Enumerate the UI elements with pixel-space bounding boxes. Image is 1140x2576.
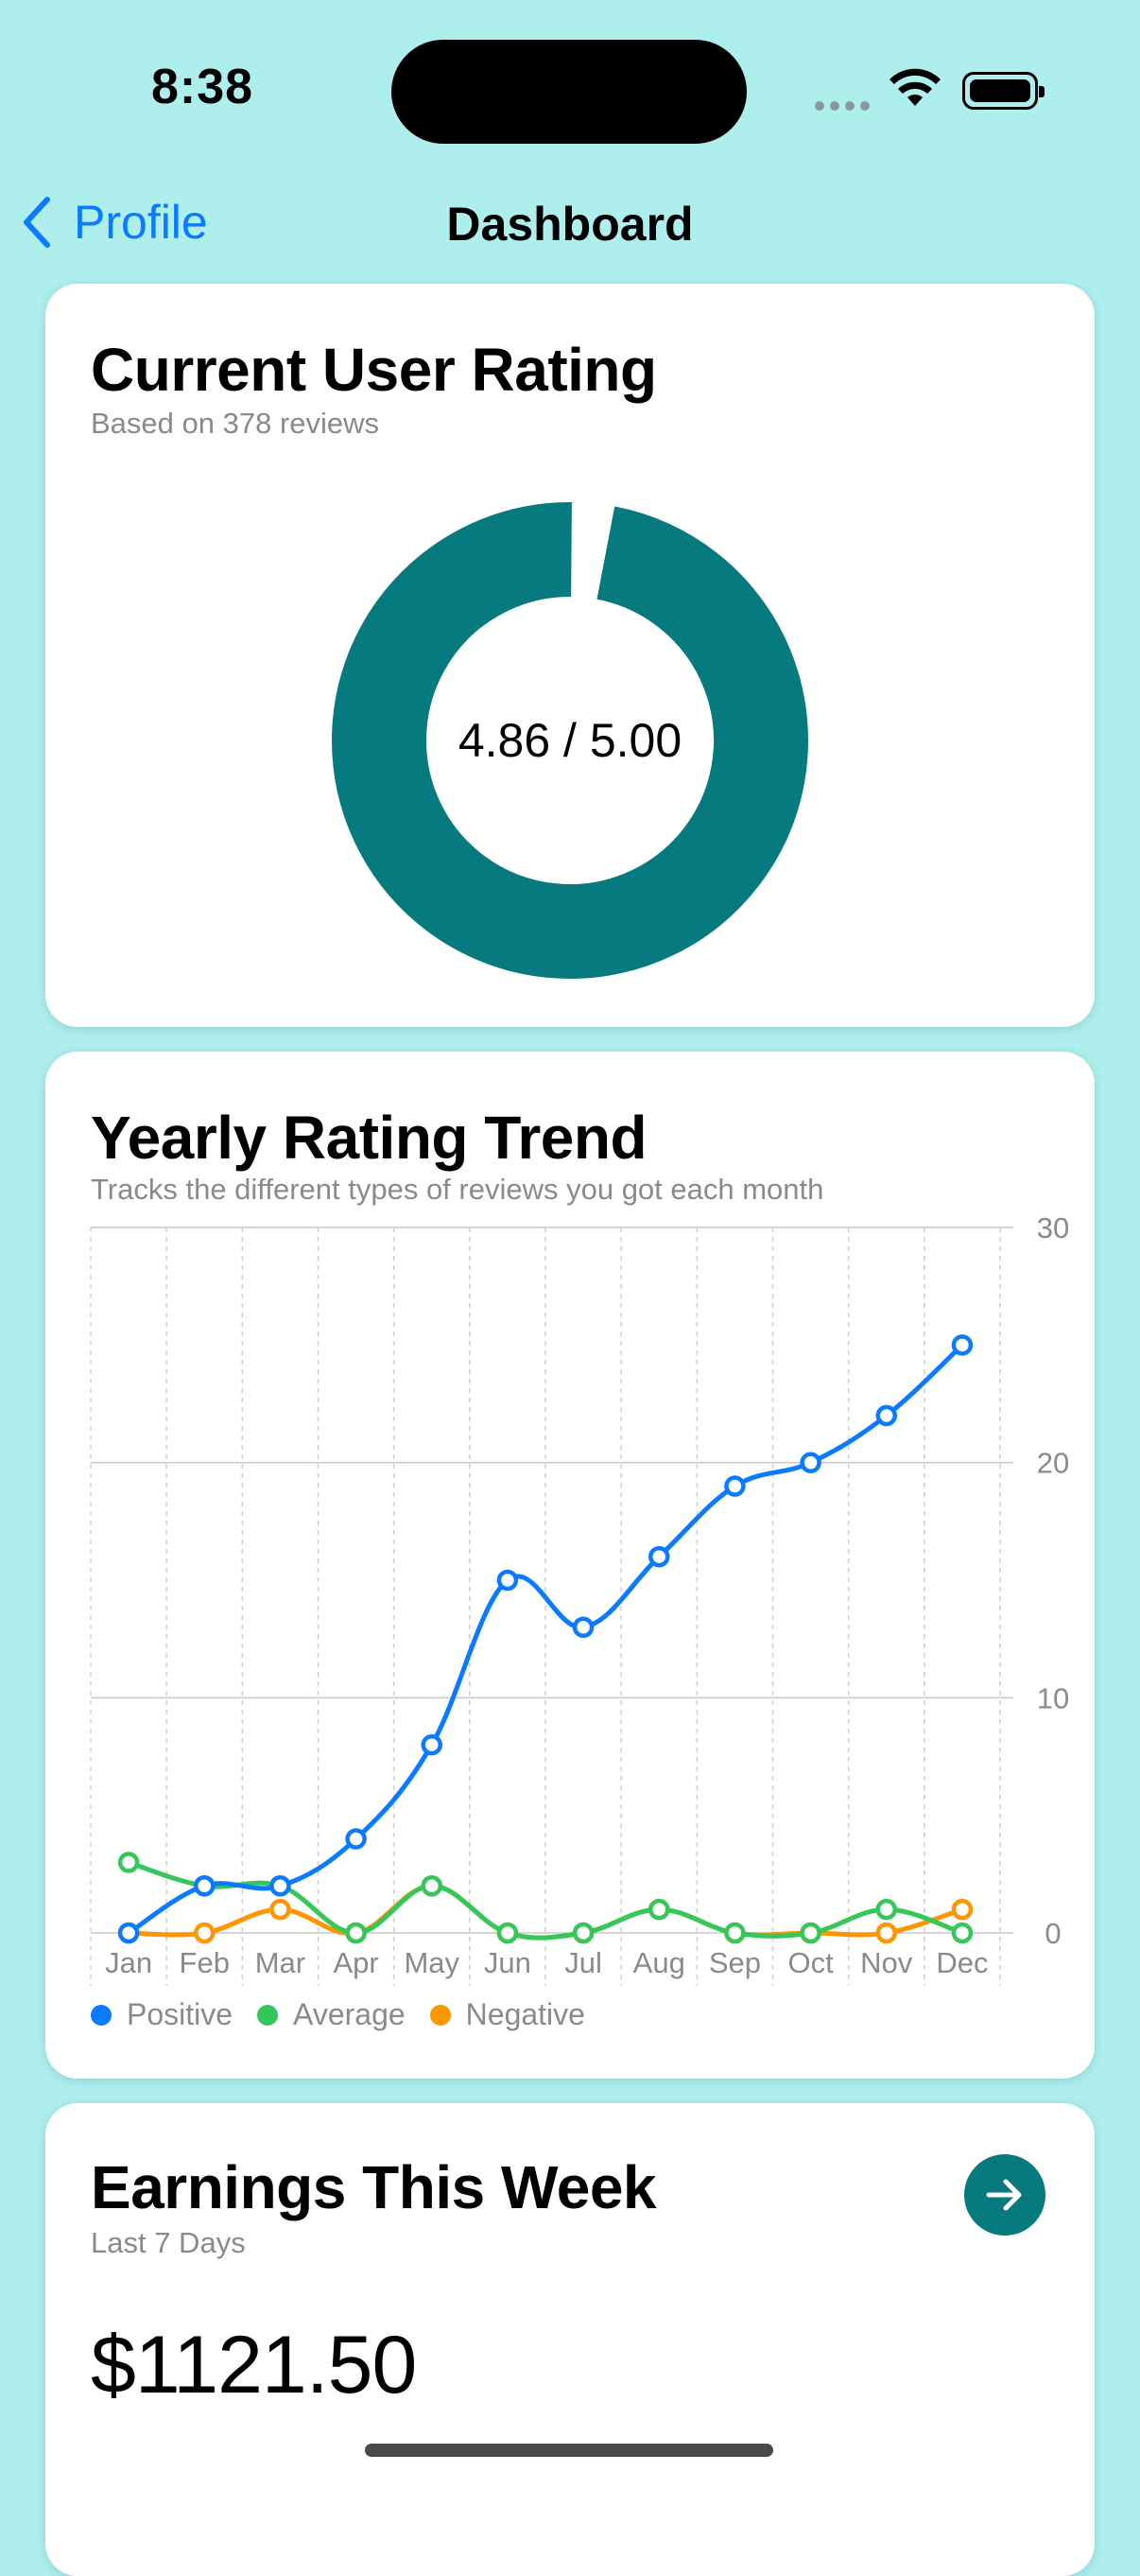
trend-line-chart: 0 10 20 30 Jan Feb Mar Apr May Jun Jul Aug Sep Oct Nov… <box>90 1211 1069 1986</box>
data-point-average <box>117 1852 140 1873</box>
cellular-signal-icon <box>815 98 875 115</box>
data-point-negative <box>875 1922 897 1944</box>
battery-icon <box>962 72 1045 110</box>
y-tick-label: 10 <box>1037 1681 1069 1714</box>
page-title: Dashboard <box>446 198 694 251</box>
x-tick-label: Dec <box>936 1946 988 1979</box>
data-point-average <box>800 1922 821 1944</box>
data-point-positive <box>800 1452 821 1473</box>
y-tick-label: 20 <box>1037 1447 1069 1480</box>
rating-value-label: 4.86 / 5.00 <box>458 714 682 767</box>
y-tick-label: 30 <box>1037 1211 1069 1244</box>
x-tick-label: Mar <box>255 1946 305 1979</box>
earnings-details-button[interactable] <box>964 2154 1045 2236</box>
data-point-positive <box>421 1733 442 1756</box>
data-point-positive <box>194 1875 216 1897</box>
rating-card: Current User Rating Based on 378 reviews… <box>45 284 1095 1027</box>
data-point-average <box>875 1898 897 1921</box>
back-label: Profile <box>74 196 208 249</box>
x-tick-label: Aug <box>633 1946 685 1979</box>
status-bar: 8:38 <box>0 0 1140 180</box>
status-time: 8:38 <box>151 60 254 114</box>
earnings-card-subtitle: Last 7 Days <box>91 2226 246 2259</box>
data-point-positive <box>724 1475 746 1497</box>
arrow-right-icon <box>986 2179 1022 2211</box>
data-point-positive <box>875 1404 897 1427</box>
x-tick-label: Jan <box>105 1946 152 1979</box>
data-point-positive <box>496 1569 519 1592</box>
data-point-average <box>345 1922 367 1944</box>
x-tick-label: Oct <box>787 1946 834 1979</box>
legend-item-negative: Negative <box>429 1997 585 2032</box>
back-button[interactable]: Profile <box>21 195 208 250</box>
y-tick-label: 0 <box>1045 1917 1061 1950</box>
data-point-average <box>421 1875 442 1897</box>
data-point-positive <box>269 1875 291 1897</box>
trend-card-subtitle: Tracks the different types of reviews yo… <box>91 1173 824 1206</box>
data-point-negative <box>194 1922 216 1944</box>
legend-item-positive: Positive <box>91 1997 233 2032</box>
data-point-average <box>648 1898 670 1921</box>
trend-card: Yearly Rating Trend Tracks the different… <box>45 1052 1095 2079</box>
earnings-card-title: Earnings This Week <box>91 2153 657 2221</box>
x-tick-label: Feb <box>180 1946 230 1979</box>
data-point-positive <box>648 1545 670 1568</box>
earnings-amount: $1121.50 <box>91 2320 417 2411</box>
dynamic-island <box>391 40 747 144</box>
home-indicator[interactable] <box>365 2444 773 2457</box>
earnings-card: Earnings This Week Last 7 Days $1121.50 <box>45 2103 1095 2576</box>
rating-ring-arc <box>332 502 808 979</box>
x-tick-label: Jul <box>564 1946 602 1979</box>
x-tick-label: Apr <box>333 1946 378 1979</box>
x-tick-label: May <box>404 1946 459 1979</box>
data-point-average <box>724 1922 746 1944</box>
x-tick-label: Jun <box>484 1946 531 1979</box>
chevron-left-icon <box>24 197 50 248</box>
trend-card-title: Yearly Rating Trend <box>91 1104 648 1172</box>
data-point-positive <box>345 1828 367 1850</box>
rating-donut: 4.86 / 5.00 <box>329 499 811 982</box>
rating-card-subtitle: Based on 378 reviews <box>91 407 380 440</box>
data-point-average <box>496 1922 519 1944</box>
x-tick-label: Nov <box>860 1946 913 1979</box>
wifi-icon <box>889 68 941 113</box>
data-point-positive <box>117 1922 140 1944</box>
data-point-negative <box>951 1898 974 1921</box>
chart-legend: Positive Average Negative <box>91 1997 610 2032</box>
legend-item-average: Average <box>257 1997 406 2032</box>
data-point-positive <box>951 1334 974 1356</box>
data-point-positive <box>572 1616 595 1638</box>
data-point-average <box>951 1922 974 1944</box>
navigation-bar: Profile Dashboard <box>0 180 1140 265</box>
data-point-average <box>572 1922 595 1944</box>
x-tick-label: Sep <box>709 1946 761 1979</box>
rating-card-title: Current User Rating <box>91 336 657 404</box>
data-point-negative <box>269 1898 291 1921</box>
